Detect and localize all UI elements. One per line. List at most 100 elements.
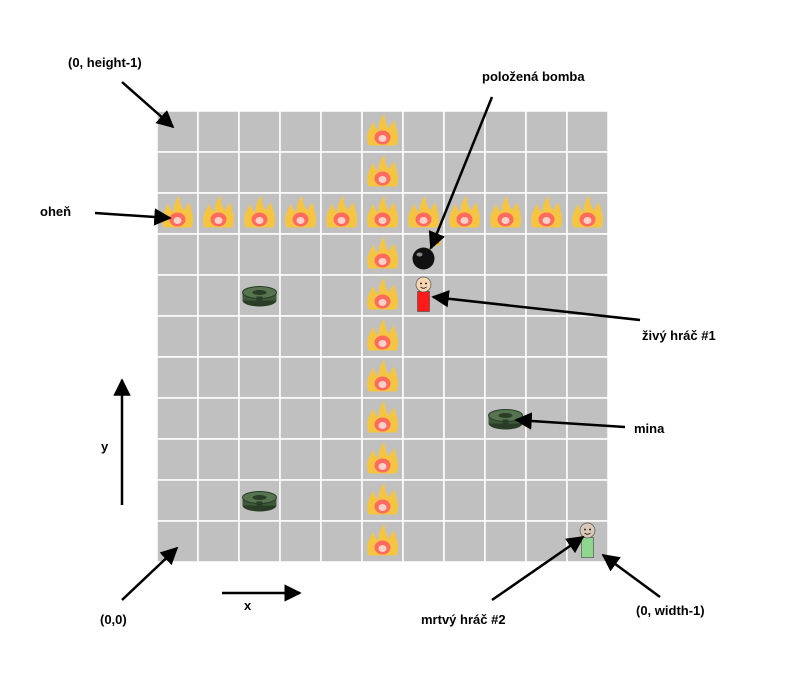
grid-cell [197, 315, 240, 358]
grid-cell [320, 151, 363, 194]
grid-cell [566, 151, 609, 194]
fire-icon [367, 113, 399, 146]
fire-icon [244, 195, 276, 228]
fire-icon [367, 195, 399, 228]
fire-icon [203, 195, 235, 228]
arrow-dead-player [491, 535, 585, 602]
grid-cell [484, 520, 527, 563]
grid-cell [320, 315, 363, 358]
grid-cell [156, 520, 199, 563]
grid-cell [443, 151, 486, 194]
grid-cell [279, 520, 322, 563]
fire-icon [367, 441, 399, 474]
grid-cell [525, 438, 568, 481]
grid-cell [443, 520, 486, 563]
grid-cell [156, 438, 199, 481]
grid-cell [566, 233, 609, 276]
grid-cell [566, 110, 609, 153]
grid-cell [566, 397, 609, 440]
arrow-origin [121, 546, 179, 601]
fire-icon [490, 195, 522, 228]
grid-cell [238, 397, 281, 440]
grid-cell [402, 315, 445, 358]
grid-cell [484, 479, 527, 522]
grid-cell [484, 233, 527, 276]
grid-cell [320, 233, 363, 276]
grid-cell [443, 479, 486, 522]
grid-cell [238, 233, 281, 276]
grid-cell [238, 315, 281, 358]
dead-player-icon [579, 522, 596, 558]
grid-cell [566, 315, 609, 358]
grid-cell [320, 479, 363, 522]
mine-icon [488, 409, 523, 430]
grid-cell [402, 356, 445, 399]
label-top-left: (0, height-1) [68, 55, 142, 70]
grid-cell [197, 233, 240, 276]
label-fire: oheň [40, 204, 72, 219]
grid-cell [197, 520, 240, 563]
grid-cell [156, 233, 199, 276]
grid-cell [279, 151, 322, 194]
grid-cell [197, 356, 240, 399]
arrow-bottom-right [601, 553, 661, 599]
grid-cell [238, 438, 281, 481]
grid-cell [402, 151, 445, 194]
grid-cell [197, 438, 240, 481]
grid-cell [197, 151, 240, 194]
grid-cell [566, 479, 609, 522]
arrow-alive-player [431, 290, 641, 322]
grid-cell [402, 479, 445, 522]
fire-icon [367, 400, 399, 433]
grid-cell [525, 479, 568, 522]
grid-cell [279, 438, 322, 481]
grid-cell [525, 397, 568, 440]
grid-cell [484, 356, 527, 399]
grid-cell [320, 110, 363, 153]
grid-cell [484, 274, 527, 317]
fire-icon [367, 277, 399, 310]
fire-icon [326, 195, 358, 228]
grid-cell [238, 356, 281, 399]
fire-icon [367, 318, 399, 351]
grid-cell [156, 397, 199, 440]
grid-cell [566, 438, 609, 481]
mine-icon [242, 286, 277, 307]
grid-cell [443, 438, 486, 481]
grid-cell [525, 520, 568, 563]
fire-icon [367, 359, 399, 392]
arrow-bomb [428, 96, 494, 250]
arrow-mine [514, 412, 626, 430]
grid-cell [238, 151, 281, 194]
grid-cell [402, 110, 445, 153]
grid-cell [279, 479, 322, 522]
fire-icon [367, 236, 399, 269]
label-origin: (0,0) [100, 612, 127, 627]
fire-icon [572, 195, 604, 228]
grid-cell [238, 520, 281, 563]
label-mine: mina [634, 421, 665, 436]
grid-cell [197, 397, 240, 440]
grid-cell [320, 274, 363, 317]
grid-cell [443, 274, 486, 317]
label-bottom-right: (0, width-1) [636, 603, 705, 618]
fire-icon [408, 195, 440, 228]
grid-cell [279, 356, 322, 399]
grid-cell [525, 151, 568, 194]
arrow-fire [94, 208, 172, 226]
grid-cell [525, 233, 568, 276]
grid-cell [279, 397, 322, 440]
grid-cell [197, 274, 240, 317]
grid-cell [279, 233, 322, 276]
grid-cell [525, 110, 568, 153]
grid-cell [484, 151, 527, 194]
grid-cell [484, 438, 527, 481]
mine-icon [242, 491, 277, 512]
fire-icon [449, 195, 481, 228]
grid-cell [320, 438, 363, 481]
grid-cell [484, 110, 527, 153]
grid-cell [156, 479, 199, 522]
grid-cell [525, 315, 568, 358]
